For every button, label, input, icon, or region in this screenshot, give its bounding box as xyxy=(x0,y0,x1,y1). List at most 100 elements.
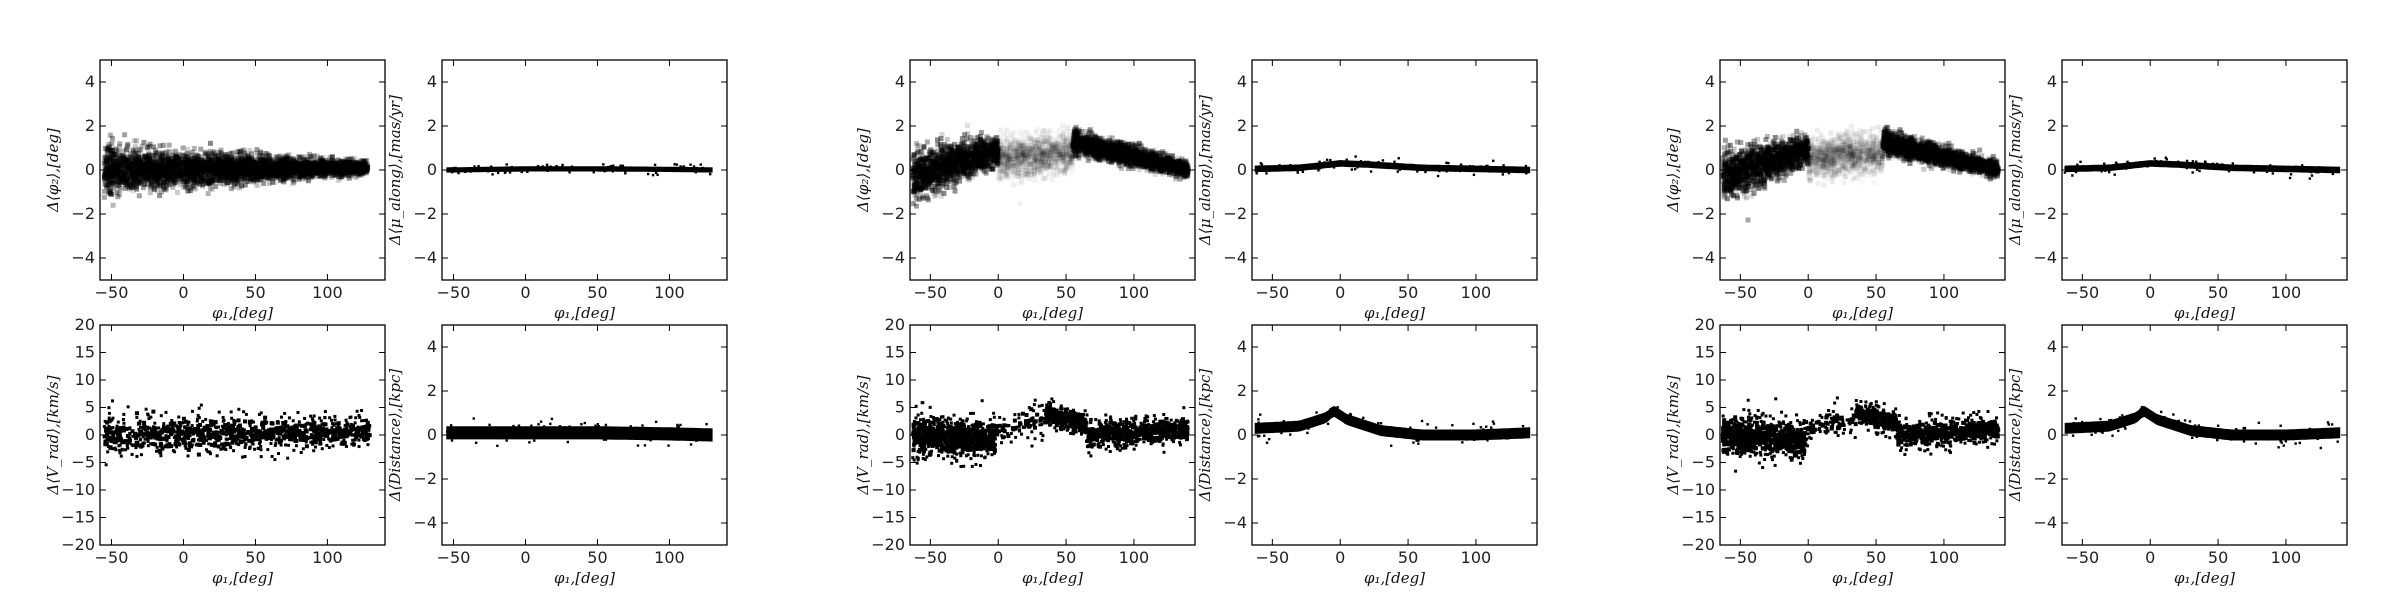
density-cell xyxy=(212,164,218,170)
density-cell xyxy=(164,174,170,180)
density-cell xyxy=(332,169,338,175)
density-cell xyxy=(347,174,353,180)
density-cell xyxy=(138,180,144,186)
data-point xyxy=(329,437,334,442)
density-cell xyxy=(287,160,293,166)
density-cell xyxy=(101,159,107,165)
density-cell xyxy=(267,162,273,168)
density-cell xyxy=(173,173,179,179)
density-cell xyxy=(193,162,199,168)
density-cell xyxy=(319,158,325,164)
density-cell xyxy=(295,170,301,176)
density-cell xyxy=(212,173,218,179)
density-cell xyxy=(276,165,282,171)
density-cell xyxy=(198,161,204,167)
density-cell xyxy=(145,157,151,163)
density-cell xyxy=(105,146,111,152)
density-cell xyxy=(160,158,166,164)
density-cell xyxy=(351,169,357,175)
density-cell xyxy=(342,159,348,165)
density-cell xyxy=(163,150,169,156)
density-cell xyxy=(338,173,344,179)
density-cell xyxy=(235,166,241,172)
density-cell xyxy=(325,165,331,171)
density-cell xyxy=(308,174,314,180)
density-cell xyxy=(179,171,185,177)
density-cell xyxy=(123,154,129,160)
density-cell xyxy=(137,159,143,165)
density-cell xyxy=(172,176,178,182)
density-cell xyxy=(343,156,349,162)
density-cell xyxy=(273,165,279,171)
density-cell xyxy=(317,167,323,173)
density-cell xyxy=(196,161,202,167)
density-cell xyxy=(114,190,120,196)
density-cell xyxy=(231,170,237,176)
density-cell xyxy=(230,175,236,181)
density-cell xyxy=(142,181,148,187)
density-cell xyxy=(314,161,320,167)
density-cell xyxy=(184,176,190,182)
density-cell xyxy=(251,172,257,178)
density-cell xyxy=(207,162,213,168)
density-cell xyxy=(310,169,316,175)
data-point xyxy=(287,416,291,420)
density-cell xyxy=(191,159,197,165)
density-cell xyxy=(209,176,215,182)
density-cell xyxy=(166,142,172,148)
density-cell xyxy=(252,167,258,173)
density-cell xyxy=(229,176,235,182)
density-cell xyxy=(135,158,141,164)
density-cell xyxy=(177,163,183,169)
data-point xyxy=(191,432,195,436)
density-cell xyxy=(237,161,243,167)
density-cell xyxy=(164,182,170,188)
density-cell xyxy=(327,166,333,172)
density-cell xyxy=(215,156,221,162)
density-cell xyxy=(266,168,272,174)
data-point xyxy=(279,415,283,419)
density-cell xyxy=(274,162,280,168)
density-cell xyxy=(349,162,355,168)
density-cell xyxy=(292,162,298,168)
density-cell xyxy=(201,180,207,186)
density-cell xyxy=(260,170,266,176)
density-cell xyxy=(160,169,166,175)
density-cell xyxy=(306,162,312,168)
data-point xyxy=(624,172,627,175)
data-point xyxy=(560,165,564,169)
data-point xyxy=(208,452,212,456)
density-cell xyxy=(230,150,236,156)
density-cell xyxy=(321,166,327,172)
density-cell xyxy=(292,160,298,166)
density-cell xyxy=(253,168,259,174)
density-cell xyxy=(198,164,204,170)
density-cell xyxy=(241,163,247,169)
density-cell xyxy=(161,157,167,163)
density-cell xyxy=(336,165,342,171)
data-point xyxy=(186,454,190,458)
density-cell xyxy=(154,178,160,184)
density-cell xyxy=(267,170,273,176)
density-cell xyxy=(102,174,108,180)
density-cell xyxy=(288,173,294,179)
density-cell xyxy=(266,159,272,165)
density-cell xyxy=(300,156,306,162)
data-point xyxy=(273,458,277,462)
density-cell xyxy=(222,175,228,181)
density-cell xyxy=(358,170,364,176)
data-point xyxy=(159,414,163,418)
density-cell xyxy=(206,161,212,167)
density-cell xyxy=(216,173,222,179)
density-cell xyxy=(168,160,174,166)
density-cell xyxy=(198,154,204,160)
density-cell xyxy=(221,162,227,168)
density-cell xyxy=(297,162,303,168)
y-axis-label: Δ⟨μ_along⟩,[mas/yr] xyxy=(386,95,404,246)
density-cell xyxy=(359,165,365,171)
density-cell xyxy=(345,168,351,174)
density-cell xyxy=(143,169,149,175)
density-cell xyxy=(254,166,260,172)
data-point xyxy=(244,412,248,416)
density-cell xyxy=(342,166,348,172)
